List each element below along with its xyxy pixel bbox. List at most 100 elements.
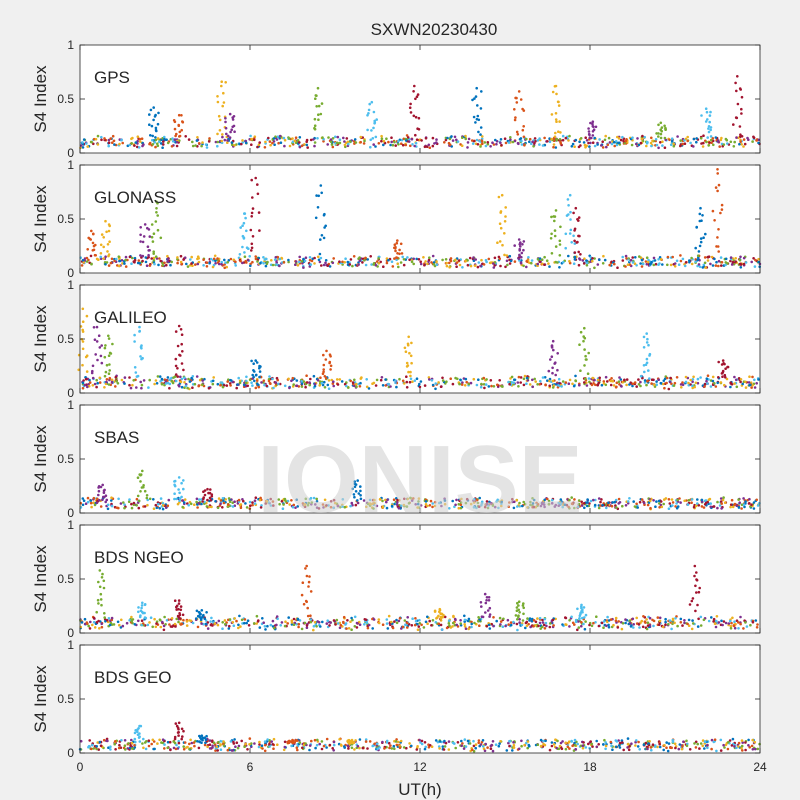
data-point [132, 379, 135, 382]
data-point [313, 620, 317, 624]
data-point [424, 137, 428, 140]
data-point [283, 745, 287, 749]
data-point [665, 376, 669, 380]
data-point [572, 211, 575, 215]
data-point [701, 739, 705, 742]
data-point [100, 138, 103, 142]
data-point [738, 125, 742, 128]
data-point [89, 254, 93, 258]
data-point [271, 500, 275, 503]
data-point [208, 747, 212, 750]
data-point [744, 500, 747, 503]
data-point [706, 374, 710, 378]
data-point [598, 138, 601, 141]
data-point [679, 139, 682, 142]
data-point [493, 264, 497, 267]
data-point [679, 254, 682, 257]
data-point [564, 747, 568, 751]
data-point [410, 744, 413, 748]
data-point [237, 744, 241, 748]
data-point [460, 144, 464, 147]
data-point [619, 378, 623, 381]
data-point [730, 621, 733, 625]
data-point [151, 138, 154, 142]
data-point [309, 590, 313, 593]
data-point [95, 325, 99, 329]
data-point [573, 227, 577, 231]
data-point [730, 744, 734, 747]
data-point [512, 506, 516, 510]
data-point [81, 340, 85, 343]
data-point [364, 256, 367, 260]
data-point [147, 249, 150, 252]
data-point [128, 376, 131, 379]
data-point [406, 136, 410, 139]
data-point [428, 504, 432, 507]
data-point [316, 206, 320, 209]
data-point [396, 239, 399, 242]
data-point [399, 261, 403, 264]
data-point [300, 380, 304, 383]
data-point [308, 383, 312, 387]
data-point [556, 368, 559, 372]
data-point [246, 619, 250, 622]
data-point [736, 75, 739, 78]
data-point [568, 193, 572, 197]
data-point [567, 382, 571, 386]
data-point [552, 743, 556, 746]
data-point [554, 118, 558, 121]
data-point [404, 143, 408, 147]
data-point [751, 384, 754, 387]
data-point [243, 212, 246, 215]
data-point [395, 738, 398, 741]
data-point [583, 326, 586, 330]
data-point [581, 616, 584, 620]
data-point [298, 145, 302, 149]
data-point [604, 383, 608, 387]
data-point [479, 107, 483, 110]
data-point [254, 496, 258, 500]
data-point [309, 618, 313, 621]
data-point [255, 614, 259, 618]
data-point [573, 242, 577, 245]
data-point [732, 123, 735, 126]
data-point [222, 740, 225, 743]
data-point [209, 499, 213, 502]
data-point [99, 252, 103, 255]
data-point [683, 142, 687, 145]
data-point [137, 499, 141, 503]
data-point [83, 622, 87, 626]
data-point [525, 260, 528, 263]
data-point [533, 137, 537, 140]
data-point [697, 504, 701, 507]
data-point [364, 738, 368, 741]
data-point [541, 376, 545, 379]
data-point [166, 504, 170, 508]
data-point [602, 382, 606, 385]
data-point [287, 258, 290, 262]
data-point [705, 140, 708, 144]
data-point [229, 130, 232, 134]
data-point [513, 118, 517, 122]
data-point [559, 131, 562, 134]
y-tick-label: 0.5 [57, 92, 74, 106]
data-point [515, 622, 519, 626]
data-point [596, 143, 599, 146]
data-point [387, 614, 391, 618]
data-point [546, 140, 549, 143]
data-point [740, 107, 743, 111]
data-point [492, 385, 496, 388]
data-point [695, 591, 698, 594]
data-point [719, 381, 723, 384]
data-point [204, 143, 208, 146]
data-point [577, 263, 581, 267]
data-point [370, 100, 374, 104]
data-point [623, 378, 626, 382]
data-point [152, 118, 155, 122]
data-point [448, 137, 452, 141]
data-point [331, 137, 335, 140]
data-point [88, 237, 92, 241]
data-point [409, 102, 412, 106]
data-point [516, 618, 519, 621]
data-point [536, 257, 540, 261]
